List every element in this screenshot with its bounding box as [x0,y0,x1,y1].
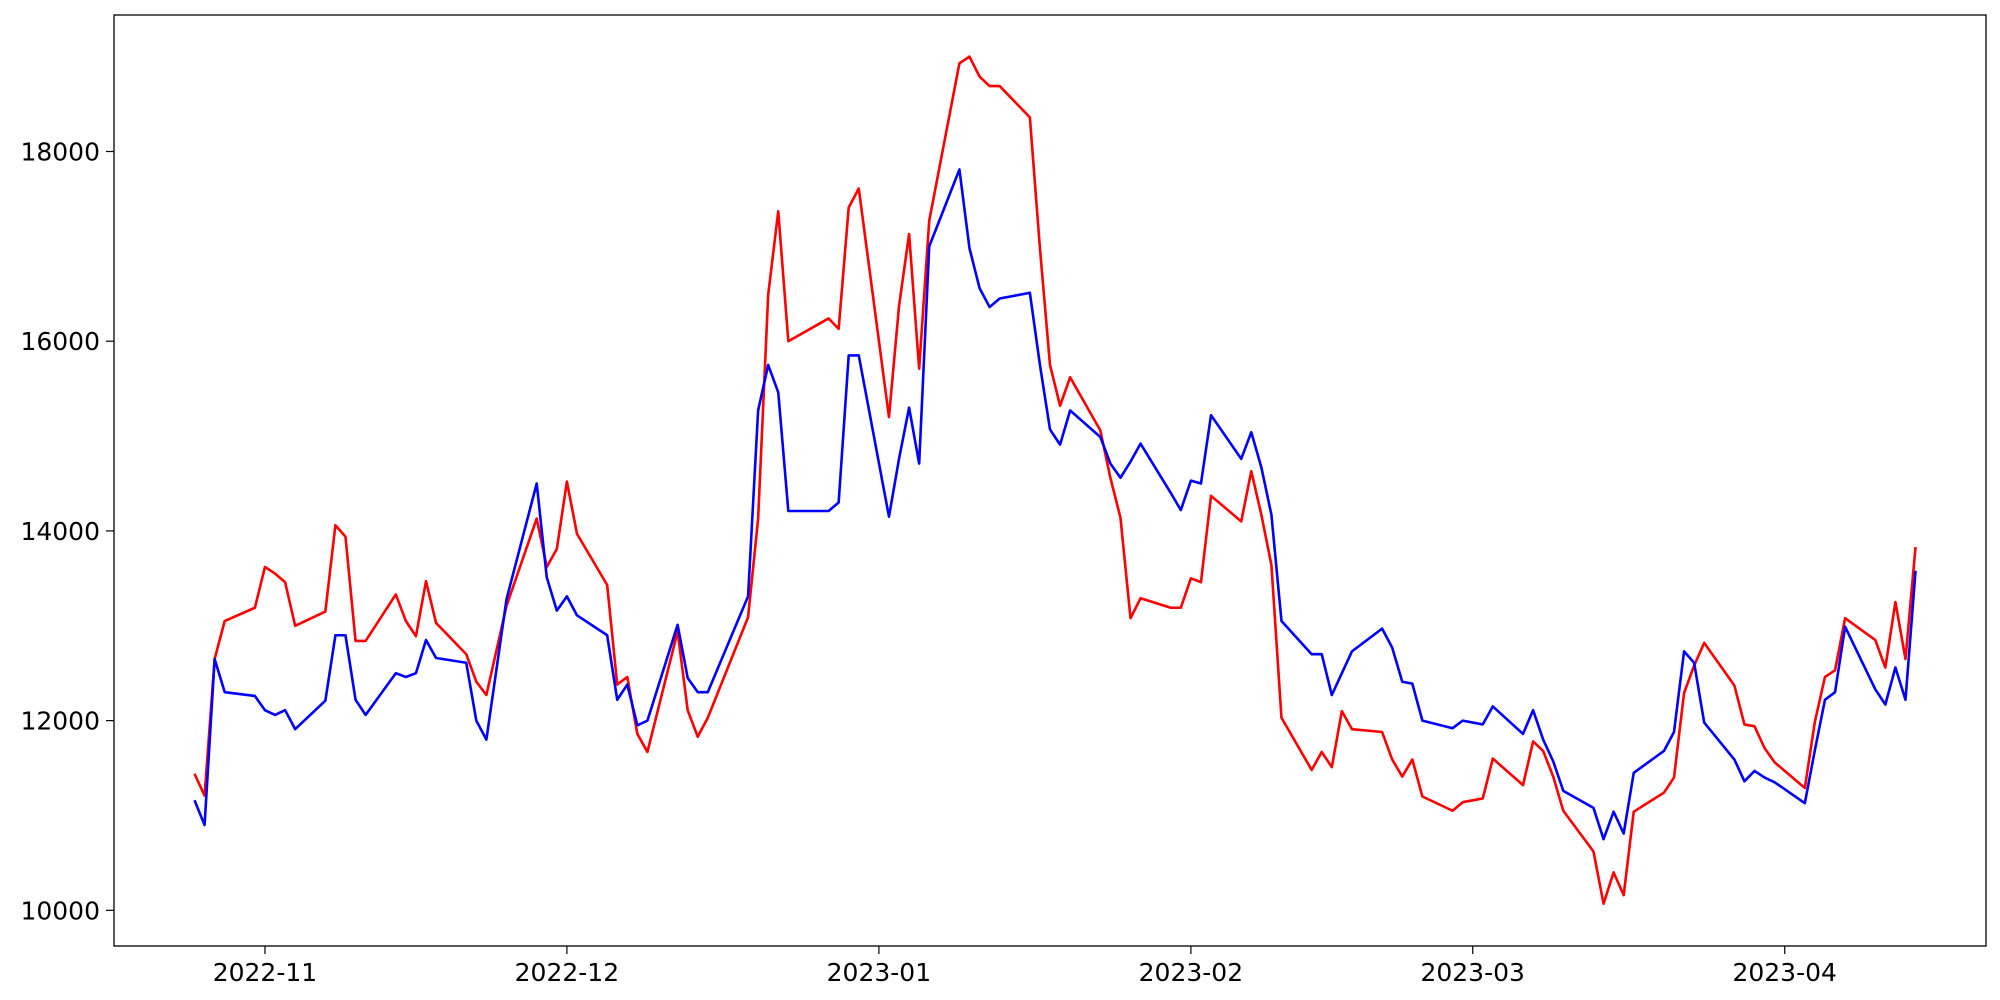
line-series [193,168,1917,841]
y-tick-label: 12000 [20,707,100,736]
line-series [193,55,1917,905]
plot-frame [113,14,1987,947]
y-tick-label: 10000 [20,896,100,925]
y-tick-label: 14000 [20,517,100,546]
x-tick-label: 2022-11 [213,958,317,987]
y-tick-label: 18000 [20,137,100,166]
x-tick-label: 2022-12 [515,958,619,987]
x-tick-label: 2023-02 [1139,958,1243,987]
x-tick-label: 2023-04 [1732,958,1836,987]
x-tick-label: 2023-03 [1420,958,1524,987]
x-tick-label: 2023-01 [827,958,931,987]
y-tick-label: 16000 [20,327,100,356]
